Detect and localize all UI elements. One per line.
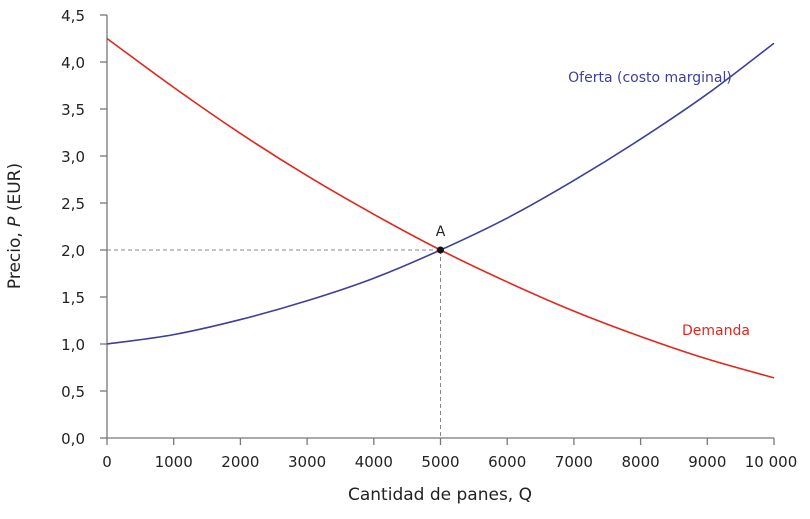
x-tick-label: 3000 <box>288 453 326 471</box>
equilibrium-point <box>437 246 444 254</box>
demand-curve-label: Demanda <box>682 323 750 339</box>
y-tick-label: 1,5 <box>61 289 85 307</box>
x-tick-label: 1000 <box>155 453 193 471</box>
y-tick-label: 1,0 <box>61 336 85 354</box>
series-labels: Oferta (costo marginal) Demanda <box>568 70 750 339</box>
y-tick-label: 0,5 <box>61 383 85 401</box>
y-tick-label: 4,0 <box>61 54 85 72</box>
x-tick-label: 0 <box>102 453 112 471</box>
equilibrium-guides <box>107 249 441 438</box>
y-tick-label: 3,5 <box>61 101 85 119</box>
x-tick-label: 4000 <box>355 453 393 471</box>
x-tick-label: 2000 <box>221 453 259 471</box>
x-axis-label: Cantidad de panes, Q <box>348 485 532 505</box>
equilibrium-point-label: A <box>436 224 446 240</box>
x-tick-label: 7000 <box>555 453 593 471</box>
x-tick-label: 6000 <box>488 453 526 471</box>
x-tick-label: 5000 <box>421 453 459 471</box>
y-tick-label: 0,0 <box>61 430 85 448</box>
y-tick-label: 2,0 <box>61 242 85 260</box>
x-tick-label: 8000 <box>622 453 660 471</box>
supply-curve-label: Oferta (costo marginal) <box>568 70 732 86</box>
y-axis-label: Precio, P (EUR) <box>5 163 25 289</box>
y-tick-label: 4,5 <box>61 7 85 25</box>
x-tick-label: 10 000 <box>745 453 798 471</box>
y-tick-label: 3,0 <box>61 148 85 166</box>
supply-curve <box>106 42 775 345</box>
series-lines <box>106 37 775 379</box>
y-tick-label: 2,5 <box>61 195 85 213</box>
axes: 0,0 0,5 1,0 1,5 2,0 2,5 3,0 3,5 4,0 4,5 0 1000 2000 3… <box>61 7 797 471</box>
x-tick-label: 9000 <box>688 453 726 471</box>
